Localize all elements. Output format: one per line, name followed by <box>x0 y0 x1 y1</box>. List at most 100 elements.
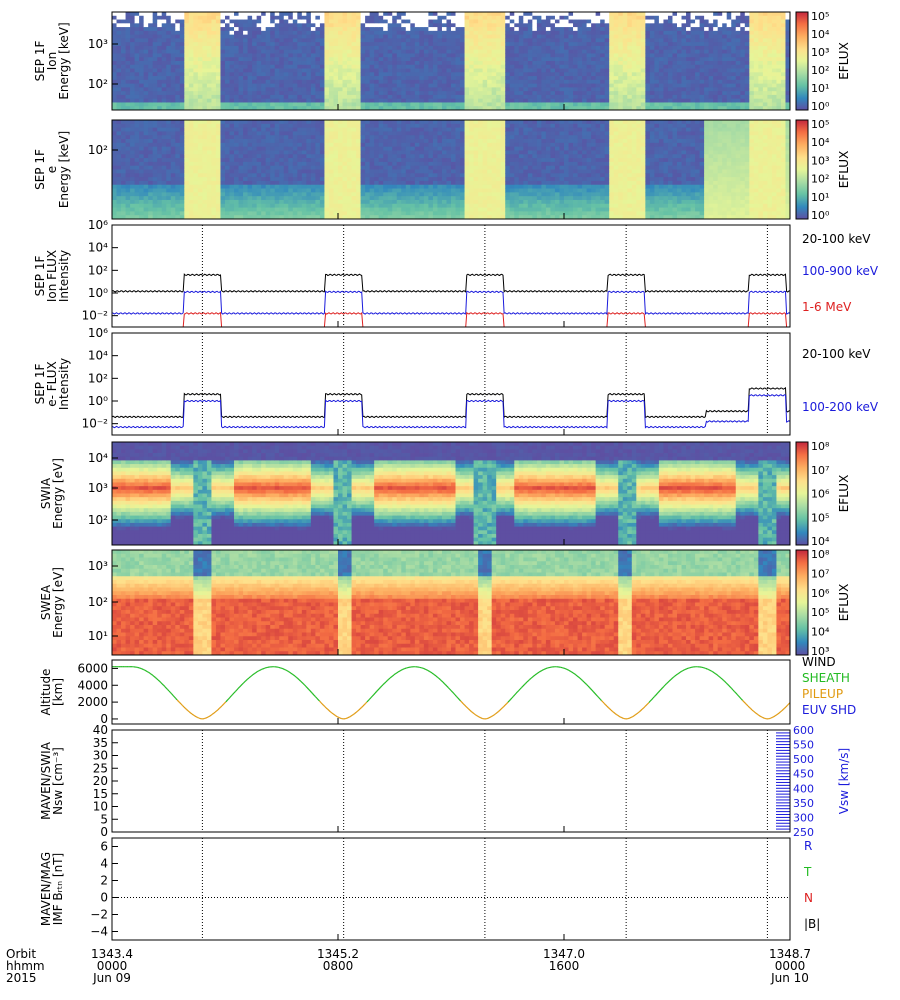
heatmap-cell <box>780 12 786 17</box>
heatmap-cell <box>392 57 398 62</box>
heatmap-cell <box>261 72 267 77</box>
heatmap-cell <box>143 142 149 148</box>
heatmap-cell <box>509 49 515 54</box>
heatmap-cell <box>283 203 289 208</box>
heatmap-cell <box>188 169 194 174</box>
heatmap-cell <box>125 150 131 155</box>
heatmap-cell <box>780 76 786 81</box>
heatmap-cell <box>636 76 642 81</box>
heatmap-cell <box>148 49 154 54</box>
heatmap-cell <box>604 27 610 32</box>
heatmap-cell <box>166 188 172 193</box>
heatmap-cell <box>193 72 199 77</box>
heatmap-cell <box>256 192 262 197</box>
heatmap-cell <box>175 215 181 220</box>
heatmap-cell <box>550 72 556 77</box>
heatmap-cell <box>179 23 185 28</box>
heatmap-cell <box>686 76 691 81</box>
heatmap-cell <box>726 49 732 54</box>
heatmap-cell <box>225 203 230 208</box>
heatmap-cell <box>179 76 185 81</box>
heatmap-cell <box>672 91 678 96</box>
heatmap-cell <box>785 87 791 92</box>
heatmap-cell <box>432 42 438 47</box>
heatmap-cell <box>708 45 714 51</box>
heatmap-cell <box>234 165 239 170</box>
heatmap-cell <box>586 12 592 17</box>
heatmap-cell <box>482 102 488 107</box>
heatmap-cell <box>690 23 696 28</box>
heatmap-cell <box>324 15 330 20</box>
heatmap-cell <box>130 53 135 58</box>
heatmap-cell <box>360 12 366 17</box>
heatmap-cell <box>762 64 768 69</box>
heatmap-cell <box>148 53 154 58</box>
heatmap-cell <box>550 106 556 111</box>
heatmap-cell <box>509 34 515 39</box>
heatmap-cell <box>469 98 474 103</box>
heatmap-cell <box>518 87 524 92</box>
heatmap-cell <box>392 53 398 58</box>
heatmap-cell <box>573 64 578 69</box>
heatmap-cell <box>283 196 289 201</box>
heatmap-cell <box>125 42 131 47</box>
heatmap-cell <box>270 120 276 125</box>
heatmap-cell <box>708 15 714 20</box>
heatmap-cell <box>677 87 682 92</box>
heatmap-cell <box>762 72 768 77</box>
heatmap-cell <box>446 61 452 66</box>
heatmap-cell <box>532 61 538 66</box>
heatmap-cell <box>202 57 208 62</box>
heatmap-cell <box>139 19 145 24</box>
heatmap-cell <box>175 61 181 66</box>
heatmap-cell <box>270 23 276 28</box>
heatmap-cell <box>252 173 258 178</box>
heatmap-cell <box>116 184 122 189</box>
heatmap-cell <box>523 61 529 66</box>
heatmap-cell <box>523 91 529 96</box>
heatmap-cell <box>112 211 117 216</box>
heatmap-cell <box>663 45 669 51</box>
heatmap-cell <box>595 27 601 32</box>
heatmap-cell <box>247 76 253 81</box>
heatmap-cell <box>206 177 212 182</box>
heatmap-cell <box>121 131 126 136</box>
heatmap-cell <box>306 98 312 103</box>
heatmap-cell <box>482 79 488 85</box>
heatmap-cell <box>469 57 474 62</box>
heatmap-cell <box>188 120 194 125</box>
heatmap-cell <box>256 146 262 151</box>
heatmap-cell <box>148 211 154 216</box>
heatmap-cell <box>288 192 294 197</box>
heatmap-cell <box>215 49 221 54</box>
heatmap-cell <box>541 57 547 62</box>
heatmap-cell <box>338 38 343 43</box>
heatmap-cell <box>645 76 651 81</box>
heatmap-cell <box>636 53 642 58</box>
heatmap-cell <box>333 79 339 85</box>
heatmap-cell <box>229 42 235 47</box>
heatmap-cell <box>234 127 239 132</box>
heatmap-cell <box>414 76 420 81</box>
heatmap-cell <box>726 53 732 58</box>
heatmap-cell <box>695 42 700 47</box>
heatmap-cell <box>247 91 253 96</box>
heatmap-cell <box>184 64 190 69</box>
heatmap-cell <box>731 76 737 81</box>
heatmap-cell <box>315 83 321 88</box>
heatmap-cell <box>143 19 149 24</box>
heatmap-cell <box>482 94 488 100</box>
heatmap-cell <box>324 98 330 103</box>
heatmap-cell <box>636 15 642 20</box>
heatmap-cell <box>270 49 276 54</box>
heatmap-cell <box>631 19 637 24</box>
heatmap-cell <box>713 57 719 62</box>
heatmap-cell <box>509 15 515 20</box>
heatmap-cell <box>288 184 294 189</box>
heatmap-cell <box>487 27 493 32</box>
heatmap-cell <box>478 68 484 73</box>
heatmap-cell <box>509 61 515 66</box>
heatmap-cell <box>179 45 185 51</box>
heatmap-cell <box>762 19 768 24</box>
